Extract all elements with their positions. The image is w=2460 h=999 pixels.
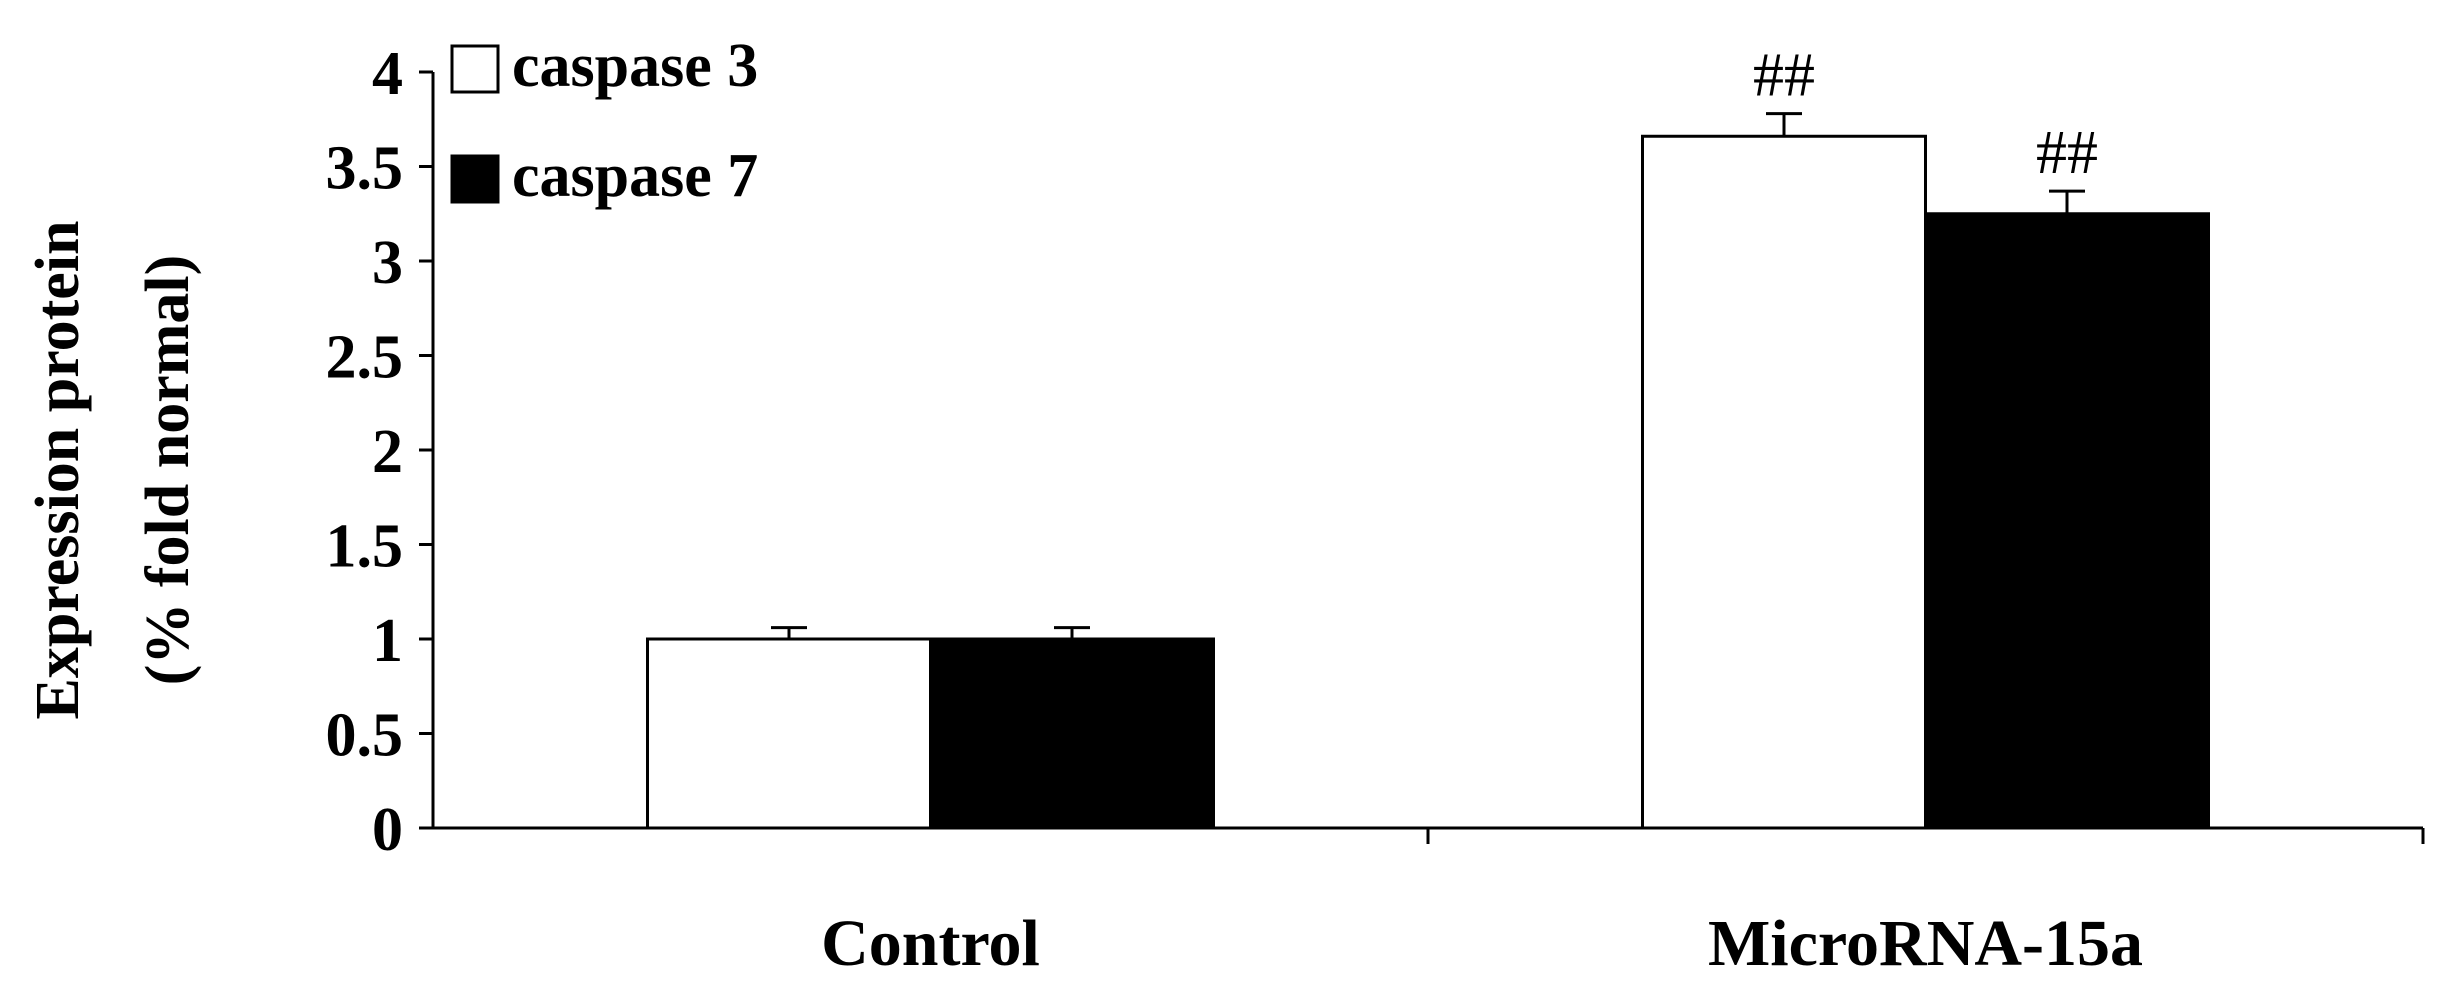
y-tick-label: 2 <box>372 418 403 486</box>
x-category-label: Control <box>821 907 1040 980</box>
error-bars <box>771 112 2085 639</box>
x-axis: Control MicroRNA-15a <box>433 826 2425 980</box>
y-tick-label: 1.5 <box>326 513 404 581</box>
bar <box>1924 212 2210 830</box>
legend: caspase 3 caspase 7 <box>450 32 758 210</box>
x-category-label: MicroRNA-15a <box>1708 907 2143 980</box>
significance-marker: ## <box>2036 119 2098 187</box>
y-tick-label: 4 <box>372 40 403 108</box>
significance-annotations: ## ## <box>1753 42 2098 187</box>
y-tick-label: 2.5 <box>326 324 404 392</box>
y-axis: 0 0.5 1 1.5 2 2.5 3 3.5 4 <box>326 40 435 864</box>
y-tick-label: 3.5 <box>326 135 404 203</box>
significance-marker: ## <box>1753 42 1815 110</box>
legend-label: caspase 3 <box>512 32 758 100</box>
legend-swatch <box>450 154 500 204</box>
legend-label: caspase 7 <box>512 142 758 210</box>
y-axis-title-line-1: Expression protein <box>24 221 92 720</box>
legend-swatch <box>450 44 500 94</box>
y-tick-label: 1 <box>372 607 403 675</box>
y-tick-label: 0 <box>372 796 403 864</box>
y-tick-label: 3 <box>372 229 403 297</box>
bar <box>646 637 932 830</box>
y-axis-title-line-2: (% fold normal) <box>134 255 202 686</box>
bar <box>929 637 1215 830</box>
y-tick-label: 0.5 <box>326 702 404 770</box>
bars <box>646 134 2210 830</box>
y-axis-title: Expression protein (% fold normal) <box>24 221 202 720</box>
bar <box>1641 134 1927 830</box>
